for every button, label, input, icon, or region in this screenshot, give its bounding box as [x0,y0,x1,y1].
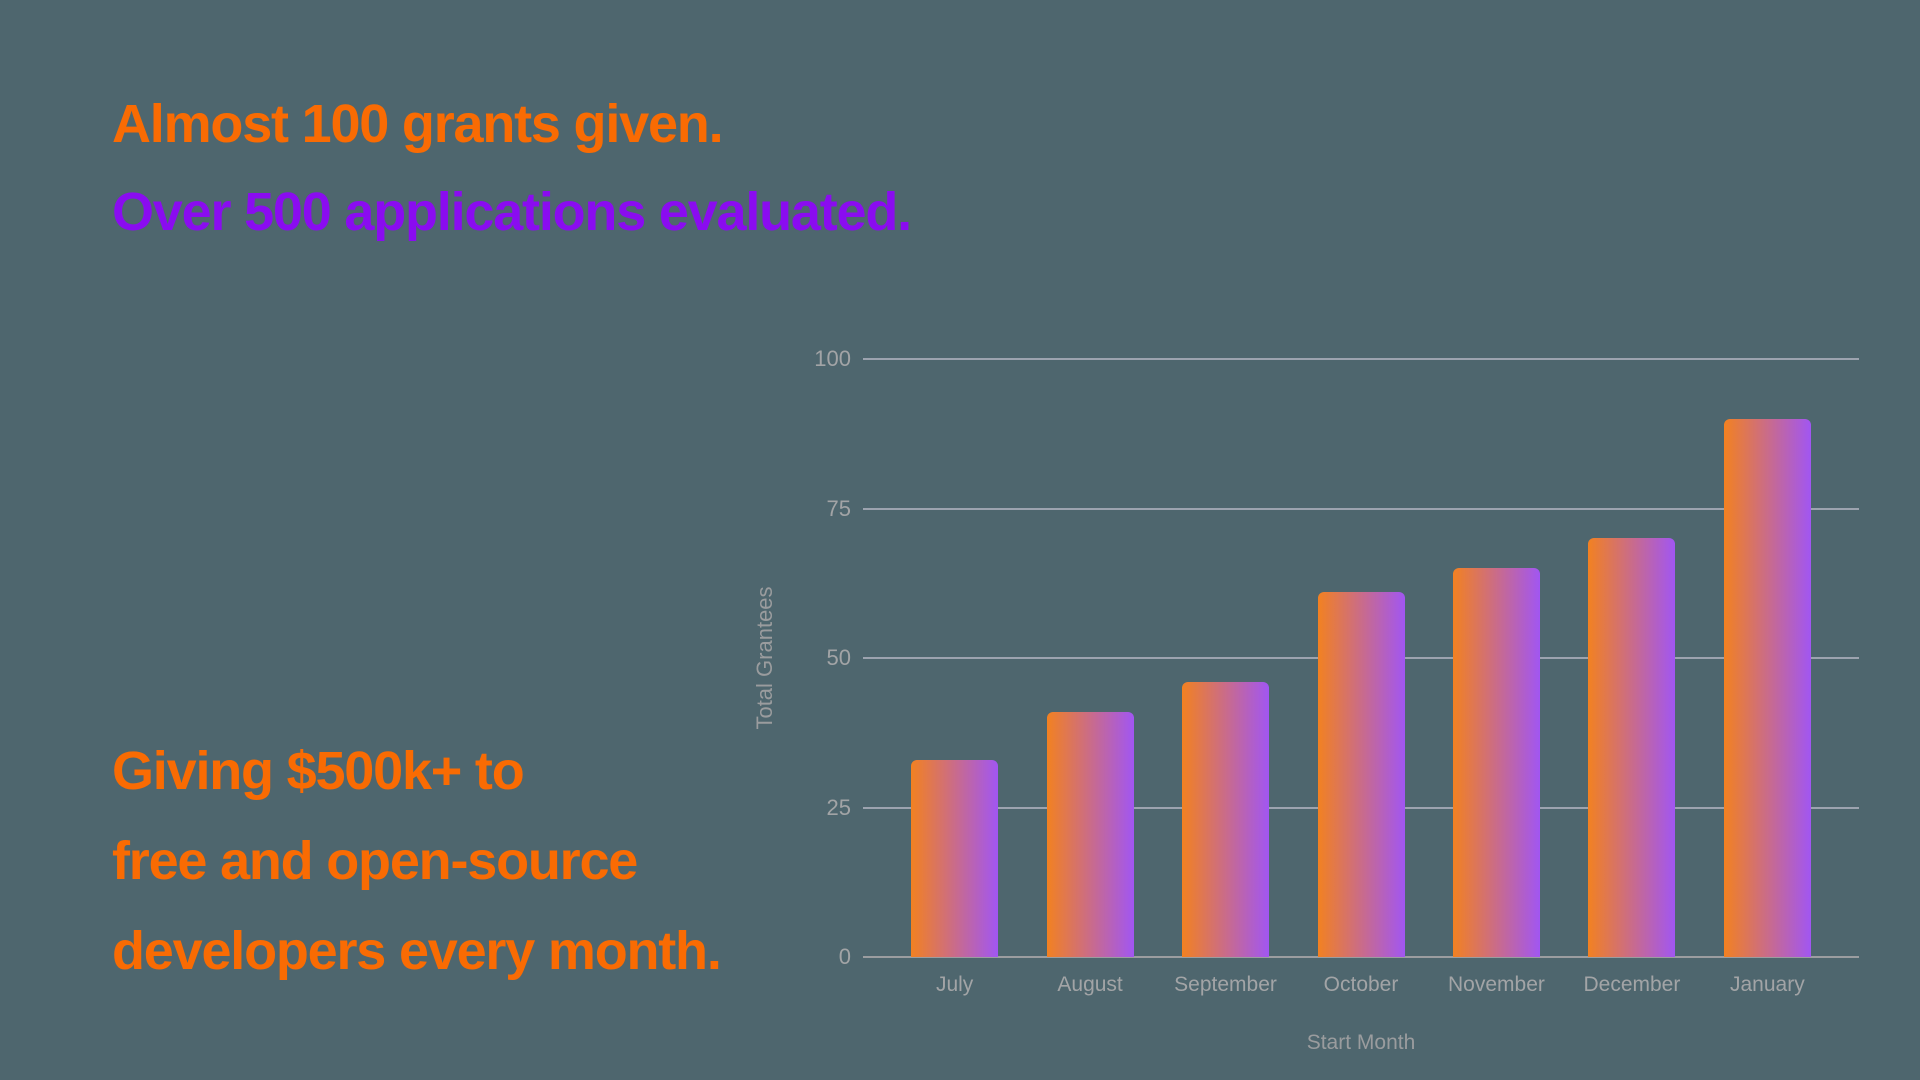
note-line-2: free and open-source [112,831,638,891]
y-tick-label: 75 [826,495,851,521]
bar-september [1182,681,1270,957]
x-tick-label-january: January [1730,973,1805,996]
gridline [863,358,1859,360]
x-tick-label-december: December [1583,973,1681,996]
hero-text: Almost 100 grants given. Over 500 applic… [112,80,912,256]
note-line-1: Giving $500k+ to [112,741,525,801]
note-line-3: developers every month. [112,921,722,981]
x-tick-label-august: August [1057,973,1123,996]
bar-october [1317,592,1405,957]
hero-line-1: Almost 100 grants given. [112,94,724,154]
bar-july [911,759,999,957]
x-tick-label-october: October [1323,973,1399,996]
x-axis-line [863,956,1859,958]
x-tick-label-november: November [1448,973,1545,996]
gridline [863,507,1859,510]
x-tick-label-september: September [1174,973,1277,996]
x-tick-label-july: July [935,973,974,996]
plot-area: Total Grantees Start Month 0 25 50 75 100 Jul… [752,346,1859,1054]
y-tick-label: 100 [814,346,851,371]
note-text: Giving $500k+ to free and open-source de… [112,726,722,996]
y-axis-title: Total Grantees [752,586,777,730]
bar-august [1046,711,1134,957]
y-tick-label: 50 [826,645,851,670]
x-axis-title: Start Month [1306,1031,1416,1054]
bar-november [1452,568,1540,957]
hero-line-2: Over 500 applications evaluated. [112,182,912,242]
y-tick-label: 0 [838,944,851,969]
bar-january [1723,418,1811,957]
y-tick-label: 25 [826,794,851,820]
bar-december [1588,538,1676,957]
